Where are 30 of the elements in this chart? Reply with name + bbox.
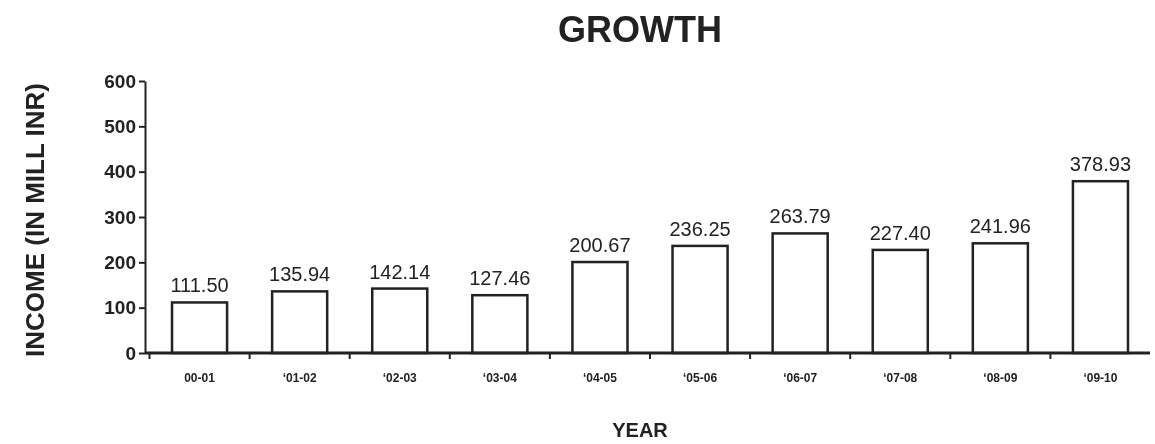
data-label: 227.40	[869, 221, 931, 244]
x-tick-label: ‘01-02	[282, 371, 317, 385]
y-axis-title: INCOME (IN MILL INR)	[20, 83, 50, 357]
data-label: 241.96	[969, 215, 1031, 238]
data-label: 200.67	[569, 234, 631, 257]
chart-title: GROWTH	[558, 9, 722, 50]
y-tick-label: 300	[104, 206, 136, 228]
data-label: 263.79	[769, 205, 831, 228]
data-label: 142.14	[369, 260, 431, 283]
x-tick-label: ‘03-04	[482, 371, 518, 385]
data-label: 378.93	[1069, 153, 1132, 176]
data-label: 127.46	[469, 267, 531, 290]
x-tick-label: ‘07-08	[883, 371, 918, 385]
x-tick-label: ‘09-10	[1083, 371, 1118, 385]
y-tick-label: 100	[104, 297, 136, 319]
data-label: 111.50	[170, 274, 229, 297]
x-tick-label: ‘06-07	[783, 371, 818, 385]
y-tick-label: 600	[104, 70, 136, 92]
x-tick-label: ‘08-09	[983, 371, 1018, 385]
x-axis-title: YEAR	[612, 419, 669, 441]
y-tick-label: 0	[125, 342, 136, 364]
x-tick-label: ‘02-03	[382, 371, 418, 385]
y-tick-label: 200	[104, 251, 136, 273]
data-label: 236.25	[669, 217, 731, 240]
y-tick-label: 500	[104, 115, 136, 137]
y-tick-label: 400	[104, 161, 136, 183]
x-tick-label: ‘04-05	[582, 371, 618, 385]
x-tick-label: ‘05-06	[683, 371, 718, 385]
x-tick-label: 00-01	[184, 371, 216, 385]
data-label: 135.94	[269, 263, 331, 286]
